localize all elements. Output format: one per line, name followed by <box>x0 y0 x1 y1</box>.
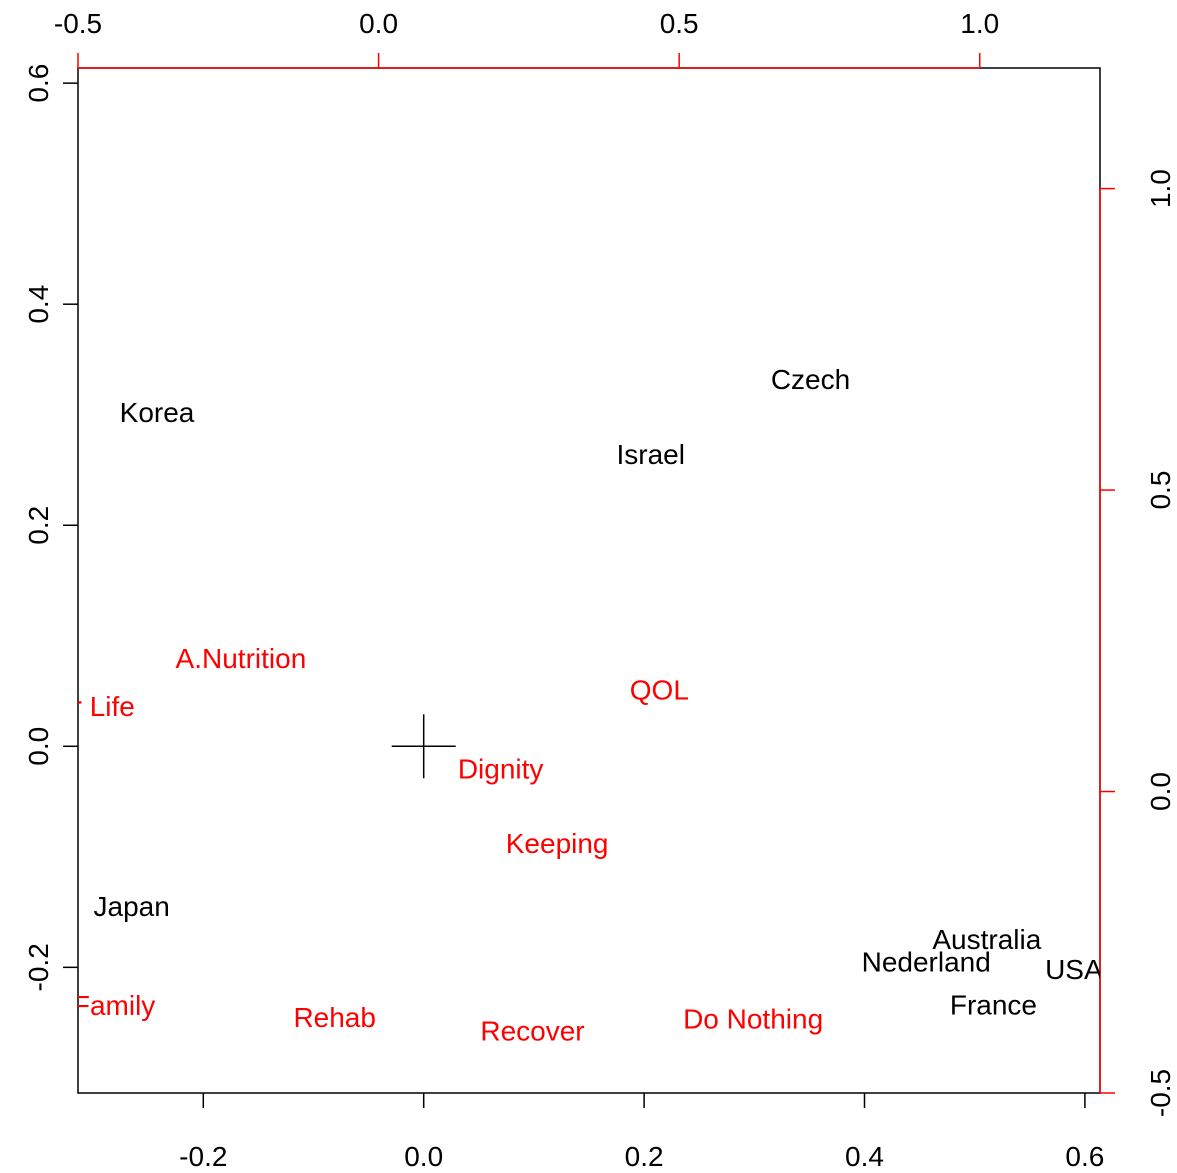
bottom-tick-label: 0.6 <box>1065 1141 1104 1172</box>
point-label: QOL <box>630 675 689 706</box>
point-label: Family <box>73 990 155 1021</box>
bottom-axis: -0.2 0.0 0.2 0.4 0.6 <box>179 1093 1104 1172</box>
right-tick-label: 0.0 <box>1145 772 1176 811</box>
left-tick-label: 0.2 <box>23 506 54 545</box>
left-tick-label: 0.6 <box>23 64 54 103</box>
point-label: Australia <box>932 924 1041 955</box>
point-label: France <box>950 989 1037 1020</box>
bottom-tick-label: 0.4 <box>845 1141 884 1172</box>
point-label: Nederland <box>862 946 991 977</box>
left-axis: -0.2 0.0 0.2 0.4 0.6 <box>23 64 78 991</box>
point-label: Korea <box>120 397 195 428</box>
top-tick-label: -0.5 <box>54 8 102 39</box>
point-label: USA <box>1045 954 1103 985</box>
point-label: A.Nutrition <box>176 643 307 674</box>
point-label: Do Nothing <box>683 1003 823 1034</box>
point-label: Rehab <box>293 1002 376 1033</box>
right-tick-label: 0.5 <box>1145 471 1176 510</box>
point-label: Israel <box>616 439 684 470</box>
point-label: Czech <box>771 364 850 395</box>
point-label: Japan <box>94 891 170 922</box>
point-label: Keeping <box>506 828 609 859</box>
point-label: Longer Life <box>0 691 135 722</box>
origin-cross-marker <box>391 714 456 779</box>
bottom-tick-label: 0.0 <box>404 1141 443 1172</box>
top-axis: -0.5 0.0 0.5 1.0 <box>54 8 999 69</box>
top-tick-label: 1.0 <box>960 8 999 39</box>
top-tick-label: 0.5 <box>660 8 699 39</box>
bottom-tick-label: 0.2 <box>625 1141 664 1172</box>
bottom-tick-label: -0.2 <box>179 1141 227 1172</box>
point-label: Recover <box>480 1015 584 1046</box>
left-tick-label: -0.2 <box>23 943 54 991</box>
right-axis: -0.5 0.0 0.5 1.0 <box>1099 169 1176 1117</box>
right-tick-label: -0.5 <box>1145 1069 1176 1117</box>
right-tick-label: 1.0 <box>1145 169 1176 208</box>
left-tick-label: 0.0 <box>23 727 54 766</box>
top-tick-label: 0.0 <box>359 8 398 39</box>
point-label: Dignity <box>458 754 544 785</box>
left-tick-label: 0.4 <box>23 285 54 324</box>
